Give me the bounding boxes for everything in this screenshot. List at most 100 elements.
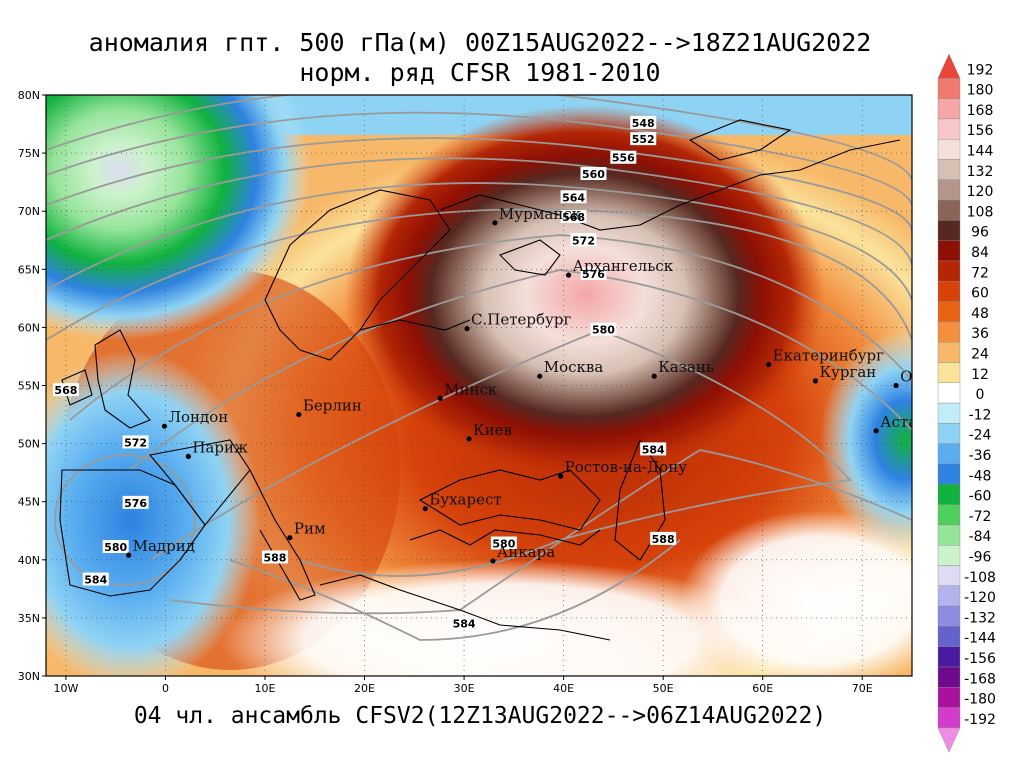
contour-552: [46, 111, 912, 206]
contour-label-bg: [122, 435, 149, 449]
city-dot: [185, 453, 191, 459]
legend-swatch: [937, 585, 961, 607]
lat-tick-label: 60N: [18, 321, 40, 334]
legend-swatch: [937, 605, 961, 627]
city-marker: Москва: [537, 358, 603, 379]
contour-label-bg: [610, 150, 637, 164]
contour-label-text: 568: [54, 384, 77, 397]
contour-label: 580: [490, 536, 517, 551]
contour-label-text: 576: [582, 268, 605, 281]
city-dot: [893, 382, 899, 389]
contour-576: [129, 269, 912, 471]
contour-572: [69, 234, 912, 421]
city-dot: [466, 436, 472, 442]
mediterranean-south: [319, 574, 611, 641]
contour-label-bg: [560, 190, 587, 204]
city-marker: Астана: [873, 413, 912, 434]
contour-label-bg: [102, 540, 129, 554]
contour-580: [149, 329, 852, 577]
contour-label: 572: [570, 233, 597, 247]
trough-northwest: [46, 95, 310, 340]
caspian-coast: [614, 438, 666, 561]
legend-swatch: [937, 321, 961, 343]
legend-label: -192: [964, 712, 996, 728]
legend-label: -72: [969, 509, 992, 525]
city-marker: Мадрид: [126, 537, 195, 558]
contour-label-bg: [122, 495, 149, 509]
city-marker: Рим: [287, 520, 326, 541]
city-label: Мадрид: [133, 537, 195, 555]
contour-label-text: 560: [582, 168, 605, 181]
city-marker: Казань: [651, 358, 714, 379]
iberia-coast: [59, 469, 206, 597]
contour-label-text: 572: [572, 234, 595, 247]
map-subtitle: 04 чл. ансамбль CFSV2(12Z13AUG2022-->06Z…: [133, 703, 827, 729]
legend-label: -24: [969, 428, 992, 444]
contour-label: 584: [640, 442, 667, 456]
city-label: Архангельск: [573, 257, 674, 275]
lat-tick-label: 35N: [18, 612, 40, 625]
city-label: Омск: [900, 368, 942, 386]
legend-label: 72: [971, 265, 989, 281]
legend-label: -60: [969, 489, 992, 505]
legend-swatch: [937, 646, 961, 668]
contour-label-bg: [640, 442, 667, 456]
contour-label-text: 588: [652, 533, 675, 546]
city-label: Минск: [444, 380, 498, 398]
legend-swatch: [937, 260, 961, 282]
contour-label-text: 580: [492, 538, 515, 551]
city-label: Ростов-на-Дону: [565, 458, 688, 476]
contour-label-bg: [52, 383, 79, 397]
legend-swatch: [937, 402, 961, 424]
legend-label: -48: [969, 468, 992, 484]
lon-tick-label: 50E: [653, 682, 674, 695]
legend-swatch: [937, 565, 961, 586]
legend-label: 168: [967, 103, 994, 119]
lat-tick-label: 65N: [18, 263, 40, 276]
neutral-southeast: [680, 510, 912, 676]
lat-tick-label: 40N: [18, 554, 40, 567]
city-dot: [565, 272, 572, 278]
contour-label: 576: [580, 266, 607, 281]
city-marker: Ростов-на-Дону: [558, 458, 687, 479]
legend-swatch: [937, 504, 961, 526]
lon-tick-label: 10E: [255, 682, 276, 695]
city-marker: Анкара: [490, 543, 555, 564]
legend-label: -36: [969, 448, 992, 464]
contour-label: 564: [560, 190, 587, 204]
contour-label-text: 568: [562, 211, 585, 224]
contour-label: 552: [630, 132, 657, 146]
contour-label-text: 564: [562, 191, 585, 204]
ridge-anomaly-core: [345, 105, 825, 485]
contour-label-text: 556: [612, 152, 635, 165]
legend-label: 120: [967, 184, 994, 200]
contour-labels: 548 552 556 560 564 568 572 576 580 584 588 580 584 5…: [52, 115, 677, 631]
legend-label: -144: [964, 631, 996, 647]
city-label: Мурманск: [499, 205, 582, 223]
city-marker: Минск: [437, 380, 498, 401]
legend-label: -132: [964, 610, 996, 626]
lat-tick-label: 55N: [18, 380, 40, 393]
lat-tick-label: 75N: [18, 147, 40, 160]
legend-label: -96: [969, 550, 992, 566]
anomaly-field: 548 552 556 560 564 568 572 576 580 584 588 580 584 5…: [46, 95, 942, 676]
contour-label-text: 588: [263, 551, 286, 564]
legend-label: 156: [967, 123, 994, 139]
arctic-coast: [439, 139, 901, 231]
city-label: Киев: [473, 421, 512, 439]
city-dot: [287, 535, 293, 541]
contour-label: 584: [451, 616, 478, 631]
legend-label: 192: [967, 62, 994, 78]
black-sea-south: [409, 529, 601, 546]
legend-label: 12: [971, 367, 989, 383]
contour-label-text: 572: [124, 436, 147, 449]
contour-label-bg: [580, 266, 607, 280]
lat-tick-label: 80N: [18, 89, 40, 102]
contour-label: 548: [630, 115, 657, 130]
legend-label: 36: [971, 326, 989, 342]
neutral-south: [220, 560, 780, 676]
city-dot: [873, 428, 879, 434]
ireland-coast: [61, 369, 93, 406]
trough-iberia: [46, 350, 260, 676]
